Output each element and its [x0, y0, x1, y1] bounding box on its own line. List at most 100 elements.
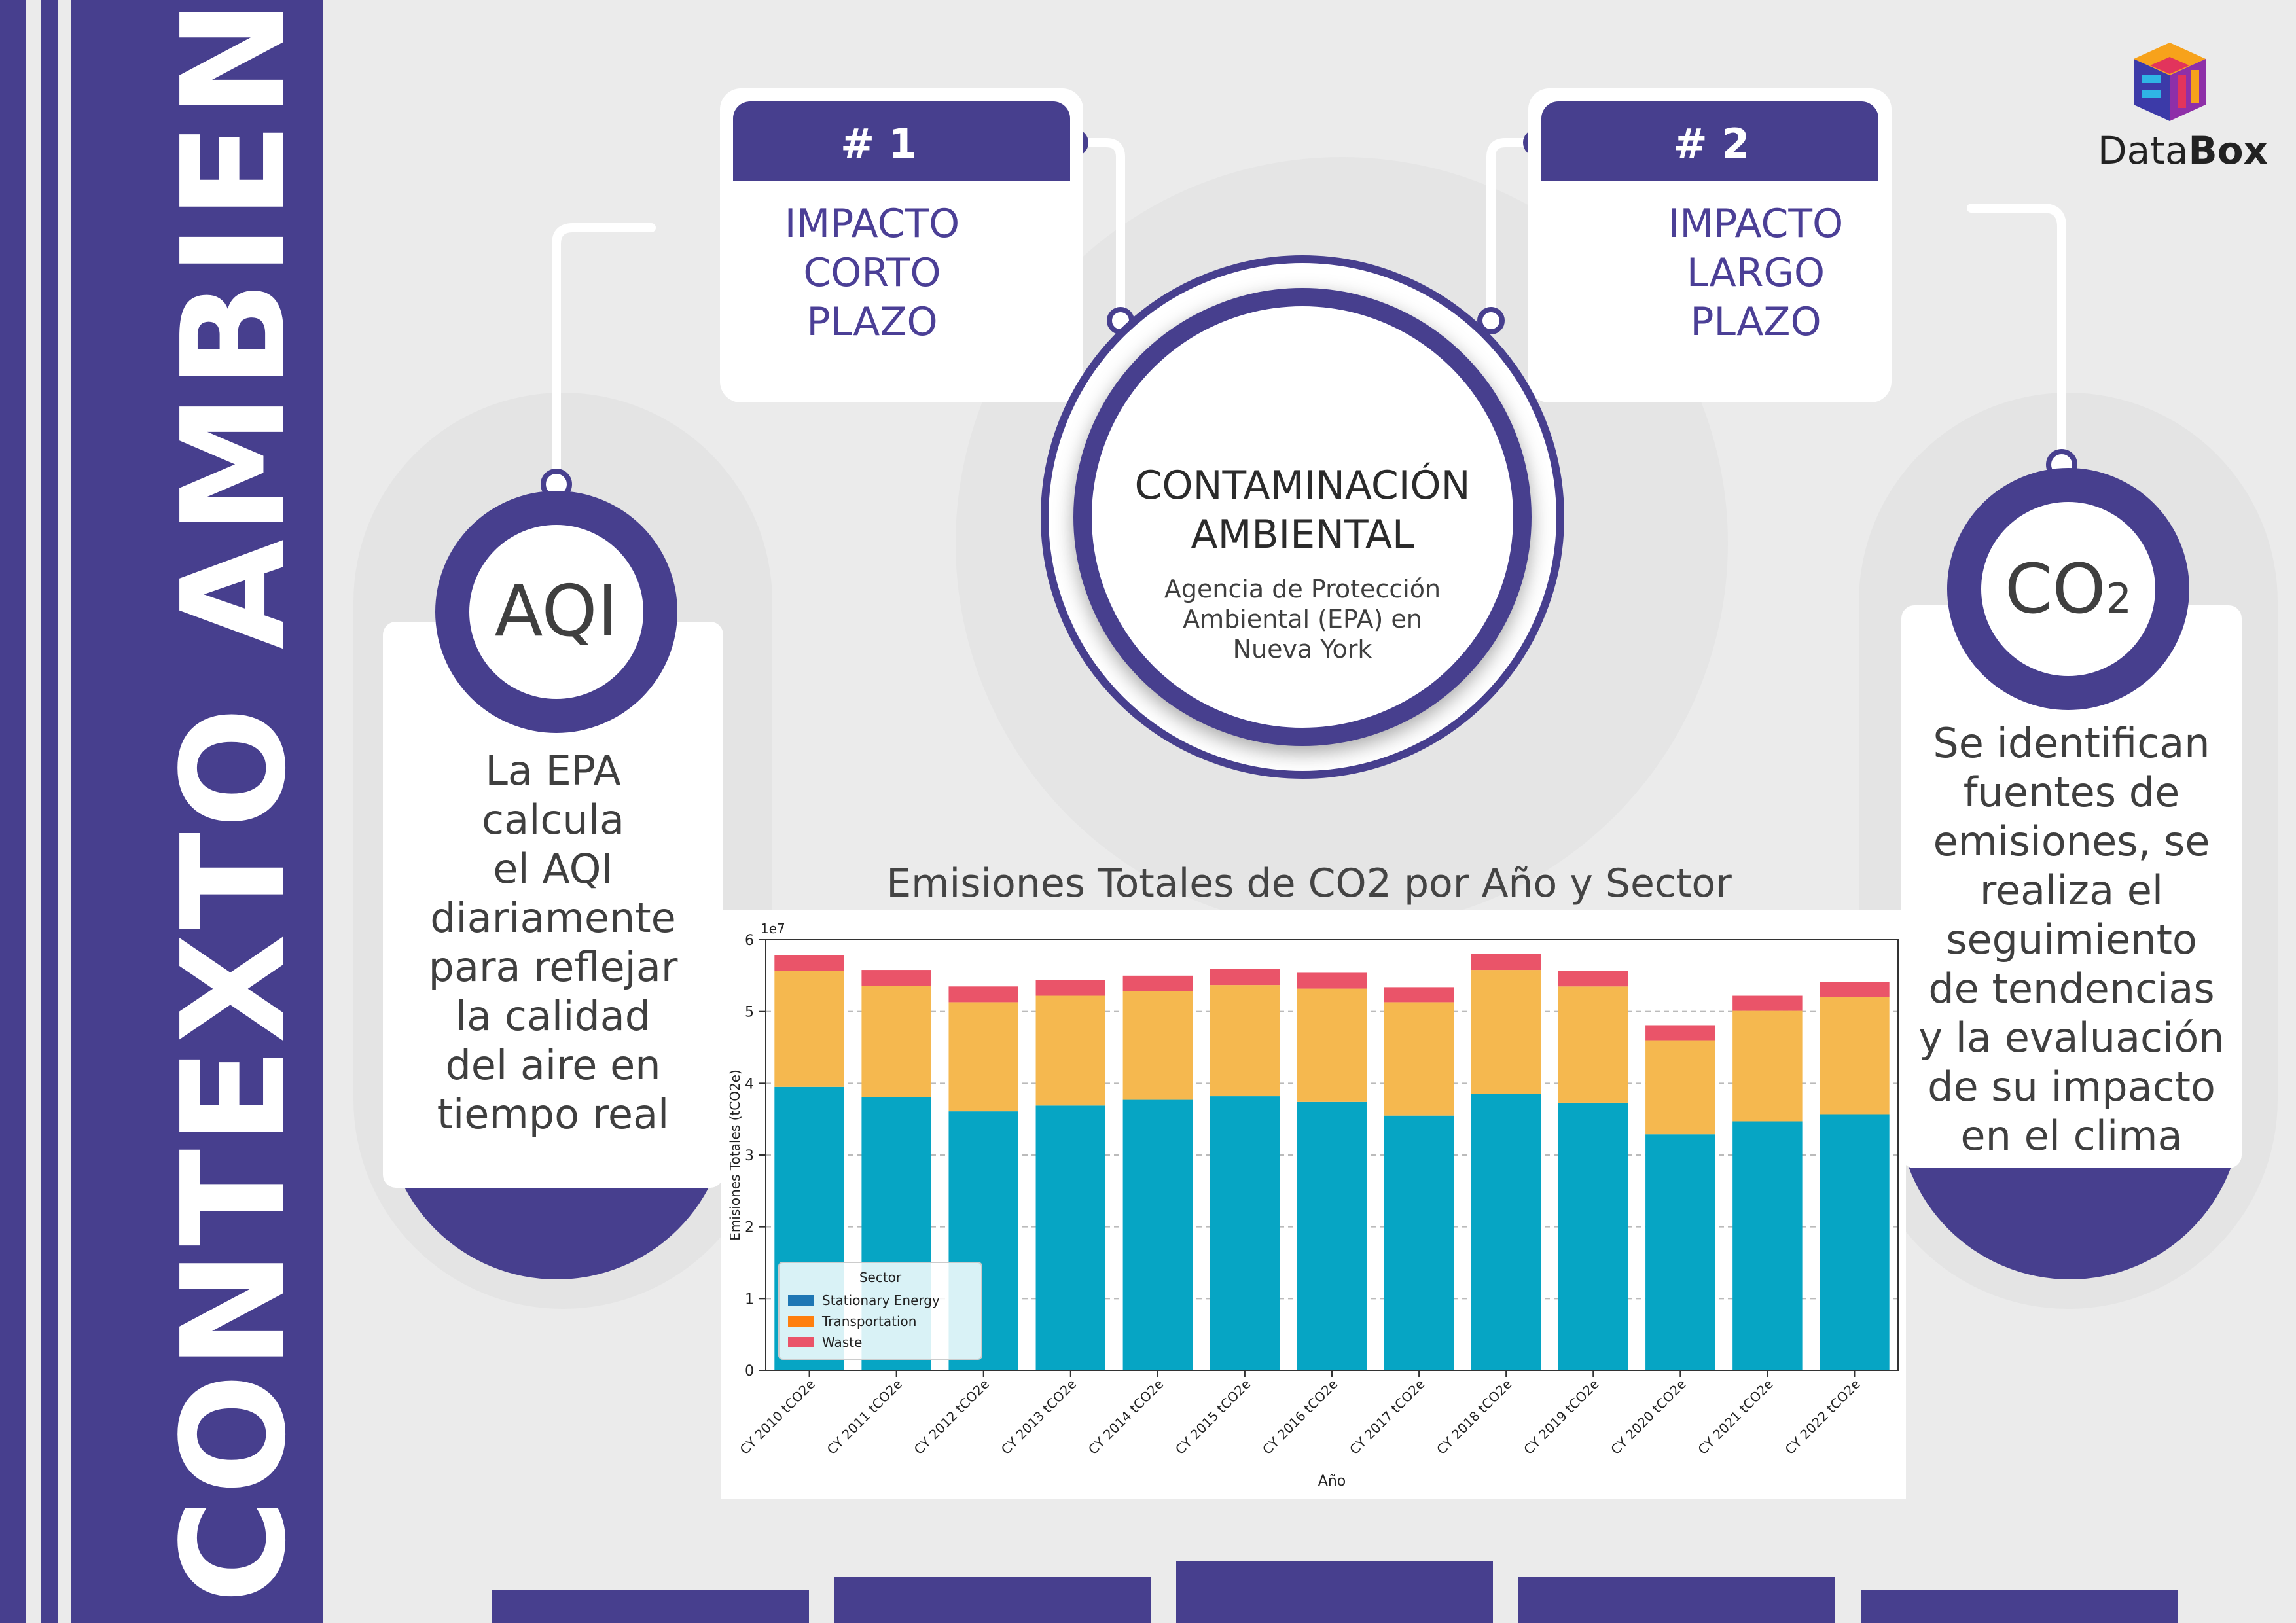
chart-bar-waste — [1820, 982, 1890, 997]
chart-bar-waste — [1297, 972, 1367, 989]
chart-legend-title: Sector — [859, 1270, 902, 1285]
chart-bar-stationary-energy — [1297, 1101, 1367, 1370]
chart-x-tick-label: CY 2014 tCO2e — [1085, 1376, 1166, 1457]
chart-legend-swatch — [788, 1295, 814, 1306]
chart-bar-transportation — [1820, 997, 1890, 1115]
chart-x-axis-label: Año — [1318, 1473, 1346, 1489]
chart-axes-frame — [765, 939, 1899, 1371]
bottom-bar-1 — [492, 1590, 809, 1623]
chart-y-tick-label: 5 — [745, 1005, 754, 1021]
chart-bar-waste — [774, 955, 844, 971]
chart-title: Emisiones Totales de CO2 por Año y Secto… — [886, 861, 1732, 906]
co2-line-7: y la evaluación — [1918, 1014, 2225, 1061]
chart-bar-transportation — [1558, 986, 1628, 1103]
chart-bar-waste — [948, 986, 1018, 1003]
chart-bar-stationary-energy — [1122, 1099, 1193, 1370]
chart-bar-waste — [861, 970, 931, 986]
chart-bar-waste — [1122, 975, 1193, 991]
chart-legend-box — [778, 1262, 982, 1360]
co2-label-subscript: 2 — [2106, 575, 2132, 622]
impact-badge-2 — [1541, 101, 1878, 181]
chart-bar-stationary-energy — [1210, 1096, 1280, 1370]
aqi-line-1: La EPA — [485, 747, 621, 794]
chart-bar-transportation — [1732, 1010, 1803, 1122]
center-subtitle-line-2: Ambiental (EPA) en — [1183, 605, 1422, 633]
chart-x-tick-label: CY 2015 tCO2e — [1172, 1376, 1253, 1457]
chart-bar-stationary-energy — [1558, 1102, 1628, 1370]
center-subtitle-line-3: Nueva York — [1232, 635, 1372, 664]
chart-x-tick-label: CY 2013 tCO2e — [998, 1376, 1079, 1457]
impact-badge-1-label: # 1 — [840, 120, 917, 168]
co2-line-8: de su impacto — [1928, 1063, 2215, 1111]
impact-2-line-3: PLAZO — [1690, 299, 1821, 345]
chart-bar-waste — [1645, 1025, 1715, 1041]
chart-y-tick-label: 3 — [745, 1148, 754, 1164]
impact-2-line-2: LARGO — [1686, 250, 1825, 296]
chart-legend-swatch — [788, 1337, 814, 1347]
chart-bar-transportation — [1297, 988, 1367, 1102]
logo-text: DataBox — [2085, 128, 2281, 173]
chart-bar-transportation — [1122, 991, 1193, 1100]
chart-bar-transportation — [1645, 1040, 1715, 1135]
chart-bar-transportation — [1384, 1002, 1454, 1116]
chart-y-tick-label: 2 — [745, 1220, 754, 1236]
impact-2-line-1: IMPACTO — [1668, 201, 1844, 247]
co2-line-9: en el clima — [1960, 1112, 2183, 1160]
cube-logo-icon — [2134, 43, 2206, 121]
aqi-circle-inner — [469, 525, 643, 699]
aqi-line-7: del aire en — [445, 1041, 661, 1089]
aqi-line-2: calcula — [482, 796, 624, 844]
chart-x-tick-label: CY 2019 tCO2e — [1520, 1376, 1602, 1457]
aqi-line-8: tiempo real — [437, 1090, 670, 1138]
aqi-line-5: para reflejar — [428, 943, 678, 991]
side-band — [71, 0, 323, 1623]
chart-bar-stationary-energy — [1820, 1114, 1890, 1370]
chart-x-tick-label: CY 2012 tCO2e — [911, 1376, 992, 1457]
center-title-line-2: AMBIENTAL — [1191, 512, 1414, 558]
co2-line-4: realiza el — [1979, 866, 2164, 914]
side-stripe-1 — [0, 0, 26, 1623]
chart-bar-waste — [1384, 987, 1454, 1003]
chart-legend-label: Stationary Energy — [822, 1293, 940, 1308]
bottom-bar-2 — [834, 1577, 1151, 1623]
chart-bar-stationary-energy — [1471, 1094, 1541, 1370]
chart-bar-transportation — [774, 971, 844, 1087]
chart-bar-stationary-energy — [1384, 1115, 1454, 1370]
chart-bar-stationary-energy — [1645, 1134, 1715, 1370]
impact-badge-1 — [733, 101, 1070, 181]
chart-panel: 0 1 2 3 4 5 6 1e7 CY 2010 tCO2e CY 2011 tCO2e CY 2… — [721, 910, 1906, 1499]
co2-line-3: emisiones, se — [1933, 817, 2210, 865]
chart-x-tick-label: CY 2016 tCO2e — [1259, 1376, 1340, 1457]
co2-line-1: Se identifican — [1933, 719, 2210, 767]
chart-bar-transportation — [861, 986, 931, 1097]
chart-bar-transportation — [948, 1002, 1018, 1112]
aqi-label: AQI — [494, 571, 619, 652]
chart-legend-label: Waste — [822, 1334, 862, 1350]
chart-bar-transportation — [1035, 995, 1105, 1106]
center-subtitle-line-1: Agencia de Protección — [1164, 575, 1441, 603]
aqi-line-6: la calidad — [455, 992, 651, 1040]
co2-line-5: seguimiento — [1946, 916, 2197, 963]
co2-line-2: fuentes de — [1963, 768, 2180, 816]
chart-bar-waste — [1471, 954, 1541, 971]
chart-y-axis-label: Emisiones Totales (tCO2e) — [727, 1069, 743, 1241]
logo-text-bold: Box — [2188, 128, 2268, 173]
chart-x-tick-label: CY 2017 tCO2e — [1346, 1376, 1427, 1457]
side-stripe-2 — [41, 0, 58, 1623]
chart-legend-swatch — [788, 1316, 814, 1327]
impact-1-line-3: PLAZO — [806, 299, 938, 345]
chart-x-tick-label: CY 2011 tCO2e — [824, 1376, 905, 1457]
chart-bar-transportation — [1210, 985, 1280, 1097]
chart-y-tick-label: 4 — [745, 1076, 754, 1092]
chart-bar-transportation — [1471, 970, 1541, 1094]
chart-bar-stationary-energy — [1035, 1105, 1105, 1370]
bottom-bar-3 — [1176, 1561, 1493, 1623]
chart-x-tick-label: CY 2022 tCO2e — [1782, 1376, 1863, 1457]
co2-label-main: CO — [2005, 549, 2106, 629]
chart-bar-waste — [1558, 971, 1628, 987]
chart-x-tick-label: CY 2021 tCO2e — [1695, 1376, 1776, 1457]
chart-bar-stationary-energy — [1732, 1121, 1803, 1370]
impact-1-line-2: CORTO — [803, 250, 941, 296]
